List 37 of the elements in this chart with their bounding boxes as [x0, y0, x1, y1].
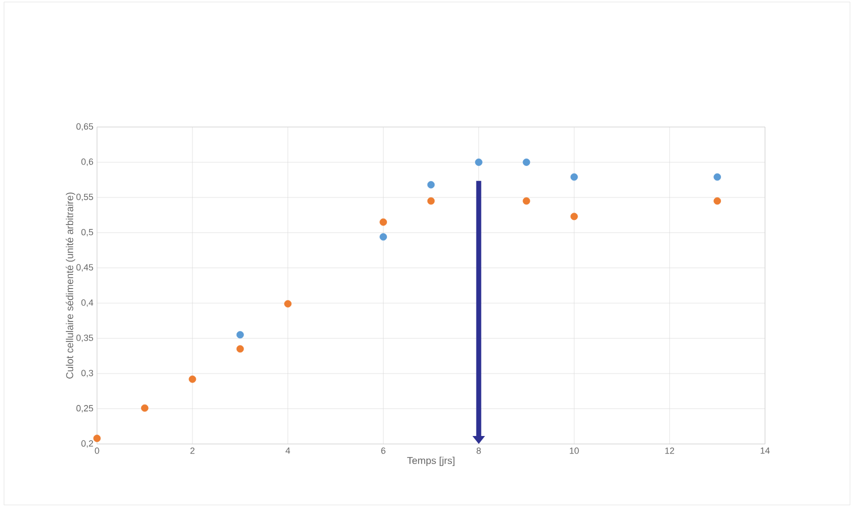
y-tick-label: 0,25 [76, 405, 94, 412]
point [714, 197, 721, 205]
y-tick-label: 0,65 [76, 123, 94, 131]
point [236, 331, 244, 338]
point [570, 173, 578, 181]
point [380, 218, 387, 226]
x-tick-label: 0 [94, 448, 100, 454]
point [141, 404, 148, 412]
x-tick-label: 14 [760, 448, 770, 454]
x-tick-label: 10 [570, 448, 579, 454]
x-tick-label: 8 [476, 448, 481, 454]
x-tick-label: 2 [190, 448, 194, 454]
y-tick-label: 0,6 [81, 158, 94, 166]
point [380, 233, 387, 241]
y-tick-label: 0,5 [81, 228, 94, 236]
y-axis-title: Culot cellulaire sédimenté (unité arbitraire) [66, 192, 76, 379]
y-tick-label: 0,45 [76, 264, 94, 272]
y-tick-label: 0,4 [81, 299, 94, 307]
point [475, 158, 482, 166]
x-tick-label: 4 [286, 448, 290, 454]
y-tick-label: 0,35 [76, 334, 94, 342]
point [236, 345, 244, 353]
point [93, 434, 101, 442]
point [188, 375, 196, 383]
point [522, 197, 530, 205]
point [570, 212, 578, 220]
point [522, 158, 530, 166]
y-tick-label: 0,3 [81, 370, 94, 378]
y-tick-label: 0,2 [81, 440, 94, 448]
point [427, 181, 435, 188]
x-tick-label: 12 [665, 448, 674, 454]
point [284, 300, 292, 308]
point [427, 197, 435, 205]
x-tick-label: 6 [381, 448, 386, 454]
x-axis-title: Temps [jrs] [407, 456, 454, 466]
y-tick-label: 0,55 [76, 194, 94, 202]
point [714, 173, 721, 181]
